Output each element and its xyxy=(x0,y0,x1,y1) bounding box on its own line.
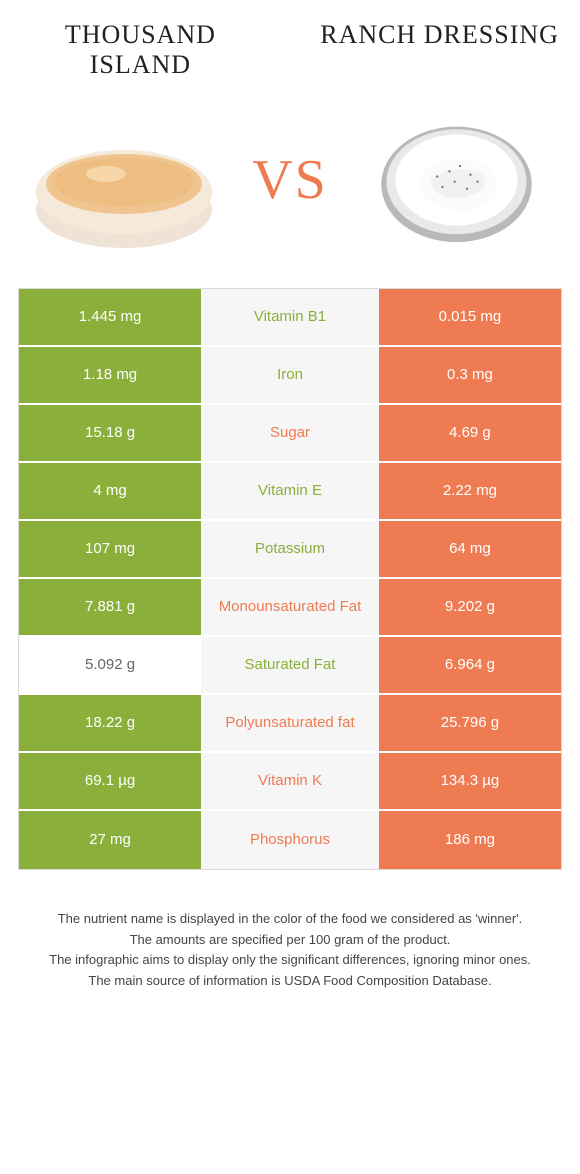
comparison-table: 1.445 mgVitamin B10.015 mg1.18 mgIron0.3… xyxy=(18,288,562,870)
nutrient-label: Vitamin K xyxy=(201,753,379,809)
left-title: THOUSAND ISLAND xyxy=(18,20,263,80)
left-value: 4 mg xyxy=(19,463,201,519)
left-value: 69.1 µg xyxy=(19,753,201,809)
nutrient-label: Saturated Fat xyxy=(201,637,379,693)
right-value: 2.22 mg xyxy=(379,463,561,519)
table-row: 107 mgPotassium64 mg xyxy=(19,521,561,579)
hero-row: VS xyxy=(18,100,562,260)
footnote-line: The main source of information is USDA F… xyxy=(34,972,546,991)
left-value: 5.092 g xyxy=(19,637,201,693)
left-value: 15.18 g xyxy=(19,405,201,461)
footnote-line: The nutrient name is displayed in the co… xyxy=(34,910,546,929)
right-value: 9.202 g xyxy=(379,579,561,635)
table-row: 69.1 µgVitamin K134.3 µg xyxy=(19,753,561,811)
right-value: 64 mg xyxy=(379,521,561,577)
left-value: 1.18 mg xyxy=(19,347,201,403)
nutrient-label: Polyunsaturated fat xyxy=(201,695,379,751)
nutrient-label: Monounsaturated Fat xyxy=(201,579,379,635)
vs-label: VS xyxy=(252,148,328,212)
right-value: 6.964 g xyxy=(379,637,561,693)
thousand-island-bowl-icon xyxy=(24,100,224,260)
table-row: 7.881 gMonounsaturated Fat9.202 g xyxy=(19,579,561,637)
nutrient-label: Vitamin E xyxy=(201,463,379,519)
ranch-dressing-bowl-icon xyxy=(356,100,556,260)
nutrient-label: Vitamin B1 xyxy=(201,289,379,345)
table-row: 18.22 gPolyunsaturated fat25.796 g xyxy=(19,695,561,753)
titles-row: THOUSAND ISLAND RANCH DRESSING xyxy=(18,20,562,80)
footnotes: The nutrient name is displayed in the co… xyxy=(18,910,562,991)
left-value: 7.881 g xyxy=(19,579,201,635)
footnote-line: The amounts are specified per 100 gram o… xyxy=(34,931,546,950)
left-value: 27 mg xyxy=(19,811,201,869)
right-value: 25.796 g xyxy=(379,695,561,751)
left-value: 107 mg xyxy=(19,521,201,577)
right-value: 0.3 mg xyxy=(379,347,561,403)
nutrient-label: Potassium xyxy=(201,521,379,577)
left-value: 18.22 g xyxy=(19,695,201,751)
table-row: 27 mgPhosphorus186 mg xyxy=(19,811,561,869)
right-value: 186 mg xyxy=(379,811,561,869)
table-row: 15.18 gSugar4.69 g xyxy=(19,405,561,463)
nutrient-label: Iron xyxy=(201,347,379,403)
right-value: 4.69 g xyxy=(379,405,561,461)
nutrient-label: Sugar xyxy=(201,405,379,461)
right-value: 0.015 mg xyxy=(379,289,561,345)
left-value: 1.445 mg xyxy=(19,289,201,345)
table-row: 5.092 gSaturated Fat6.964 g xyxy=(19,637,561,695)
right-value: 134.3 µg xyxy=(379,753,561,809)
table-row: 4 mgVitamin E2.22 mg xyxy=(19,463,561,521)
footnote-line: The infographic aims to display only the… xyxy=(34,951,546,970)
table-row: 1.18 mgIron0.3 mg xyxy=(19,347,561,405)
table-row: 1.445 mgVitamin B10.015 mg xyxy=(19,289,561,347)
nutrient-label: Phosphorus xyxy=(201,811,379,869)
right-title: RANCH DRESSING xyxy=(317,20,562,50)
comparison-infographic: THOUSAND ISLAND RANCH DRESSING VS xyxy=(0,0,580,991)
